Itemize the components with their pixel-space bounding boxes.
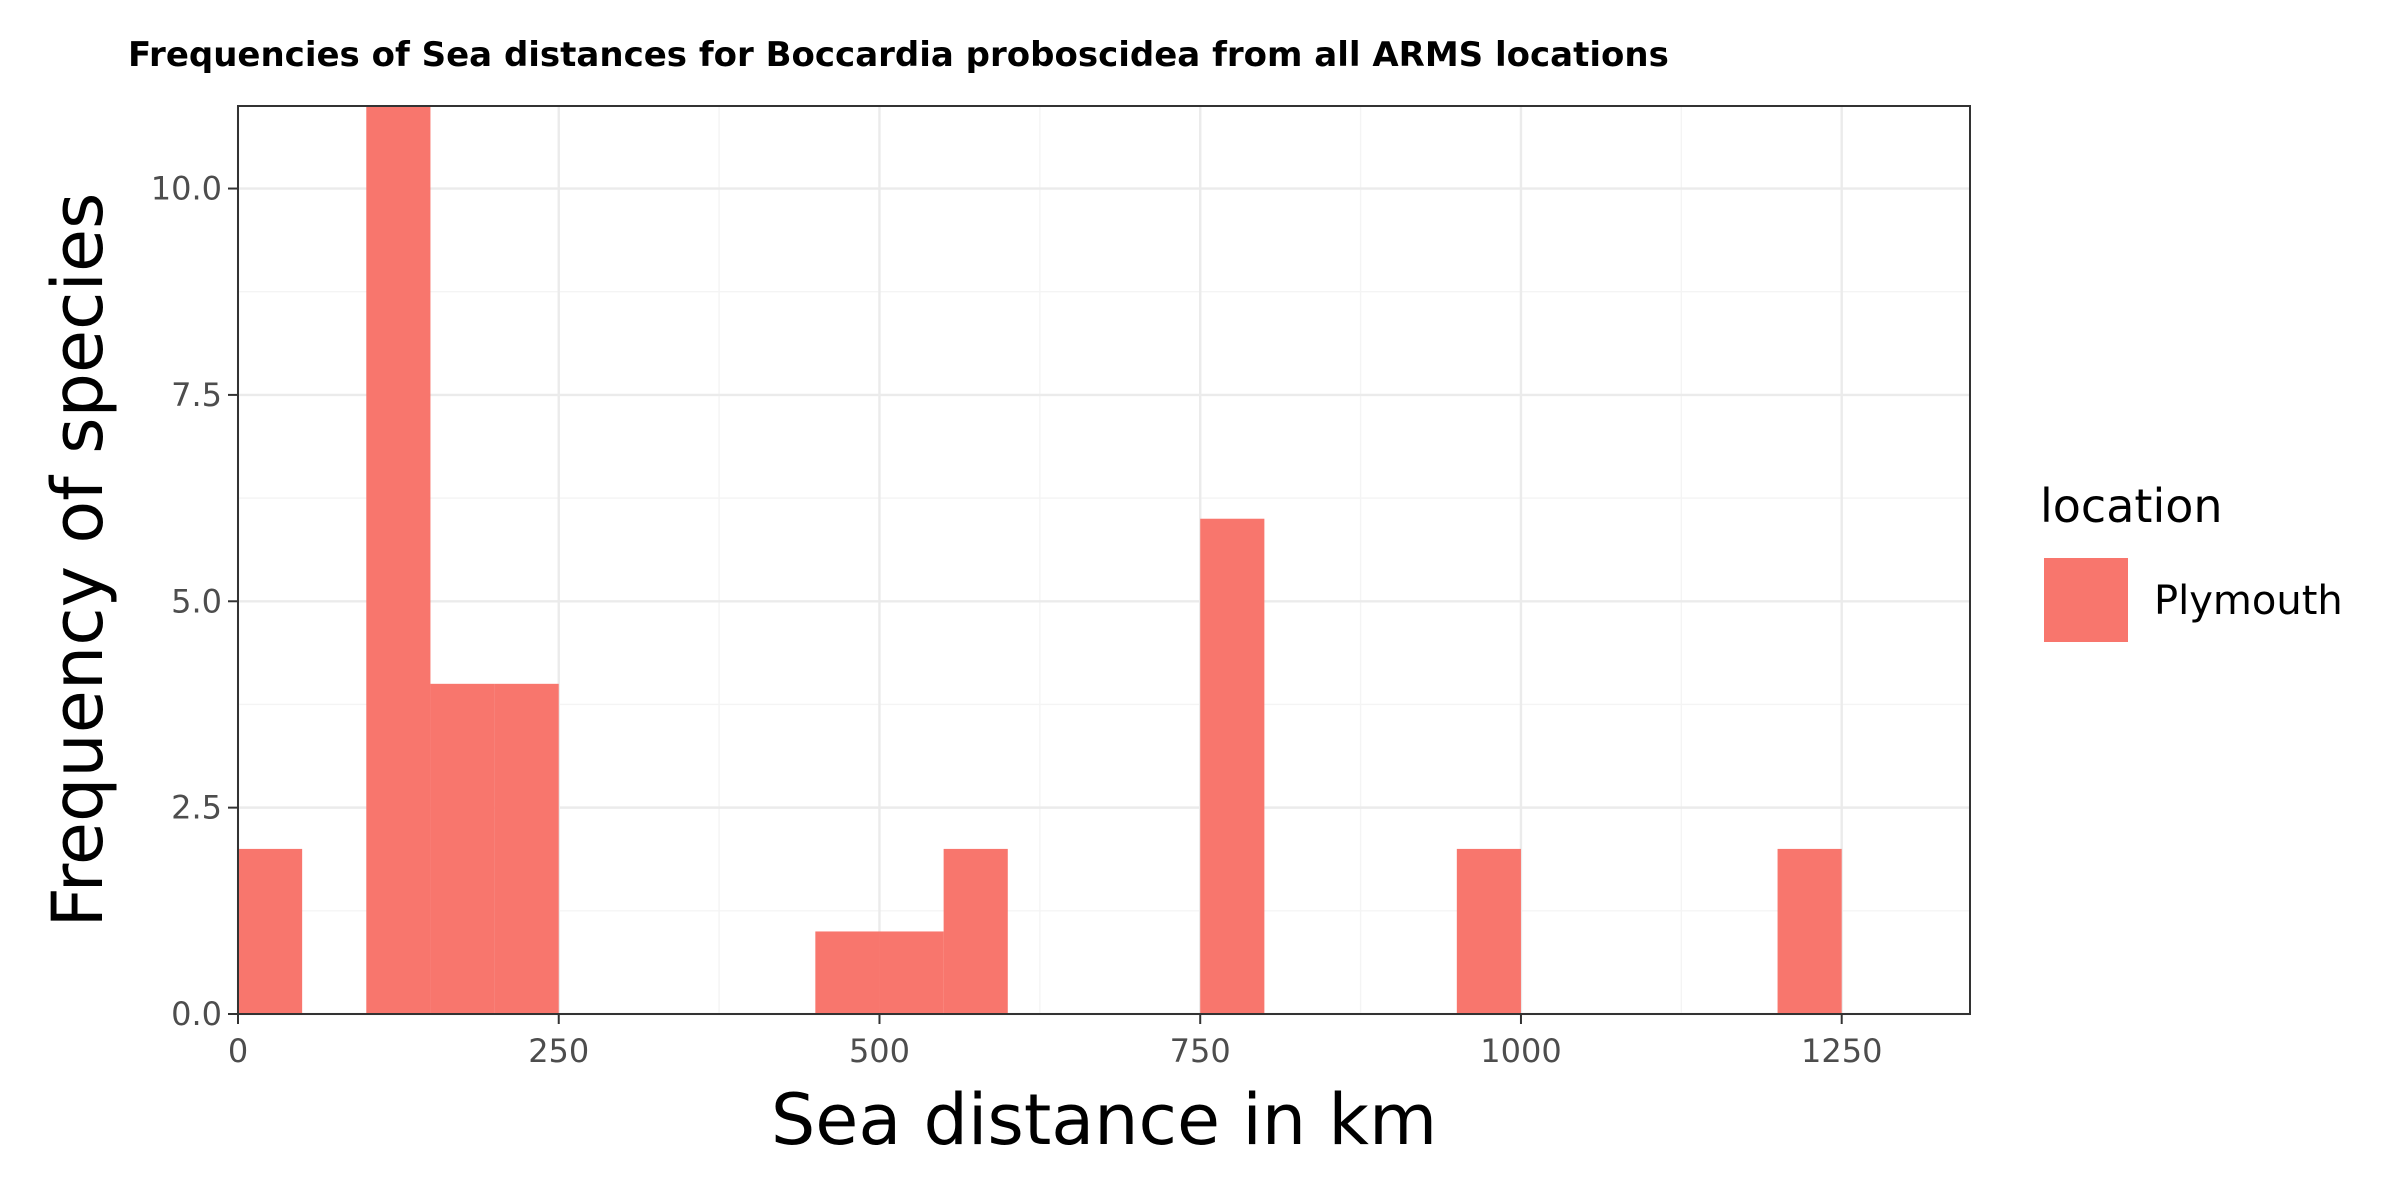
y-tick-label: 0.0 bbox=[171, 995, 222, 1033]
histogram-bar bbox=[943, 848, 1008, 1014]
histogram-bar bbox=[494, 683, 559, 1014]
x-tick-label: 500 bbox=[849, 1032, 910, 1070]
y-axis: 0.0 2.5 5.0 7.5 10.0 bbox=[151, 170, 238, 1033]
histogram-bar bbox=[879, 931, 944, 1014]
histogram-bar bbox=[430, 683, 495, 1014]
legend-title: location bbox=[2040, 479, 2223, 533]
x-tick-label: 1250 bbox=[1801, 1032, 1882, 1070]
legend-key-plymouth bbox=[2044, 558, 2128, 642]
histogram-bar bbox=[1456, 848, 1521, 1014]
legend-label-plymouth: Plymouth bbox=[2154, 578, 2343, 624]
y-tick-label: 2.5 bbox=[171, 789, 222, 827]
x-tick-label: 250 bbox=[528, 1032, 589, 1070]
histogram-bar bbox=[366, 106, 431, 1014]
y-tick-label: 7.5 bbox=[171, 376, 222, 414]
histogram-bar bbox=[815, 931, 880, 1014]
plot-border bbox=[237, 105, 1971, 1015]
plot-area bbox=[236, 105, 1971, 1016]
x-axis: 0 250 500 750 1000 1250 bbox=[228, 1014, 1882, 1070]
chart-title: Frequencies of Sea distances for Boccard… bbox=[128, 35, 1669, 75]
x-tick-label: 0 bbox=[228, 1032, 248, 1070]
histogram-bar bbox=[238, 848, 303, 1014]
x-axis-title: Sea distance in km bbox=[771, 1079, 1437, 1161]
y-axis-title: Frequency of species bbox=[37, 192, 119, 927]
histogram-bar bbox=[1200, 518, 1265, 1014]
histogram-bars bbox=[238, 106, 1842, 1014]
y-tick-label: 5.0 bbox=[171, 582, 222, 620]
histogram-bar bbox=[1777, 848, 1842, 1014]
x-tick-label: 750 bbox=[1170, 1032, 1231, 1070]
x-tick-label: 1000 bbox=[1480, 1032, 1561, 1070]
legend: location Plymouth bbox=[2040, 479, 2343, 642]
y-tick-label: 10.0 bbox=[151, 170, 222, 208]
